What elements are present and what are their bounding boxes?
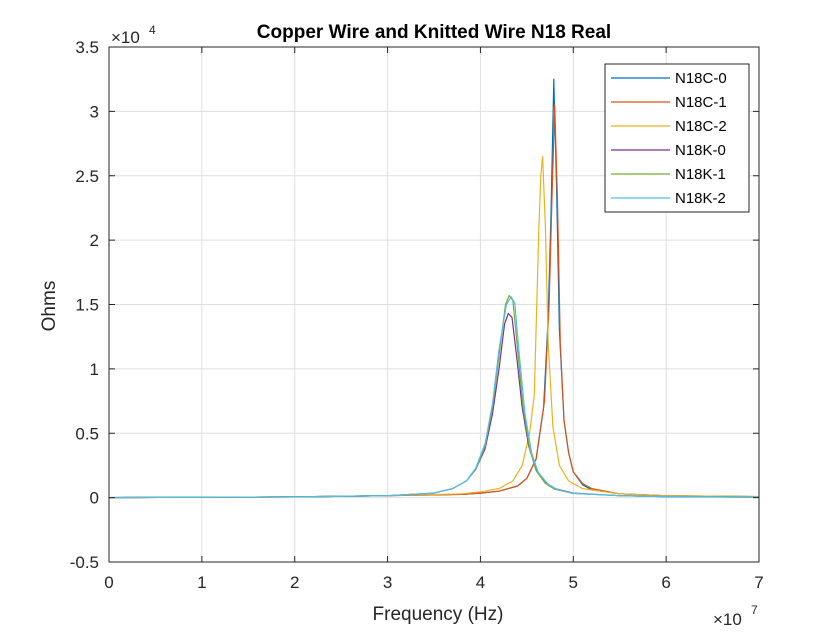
chart-title: Copper Wire and Knitted Wire N18 Real xyxy=(257,22,611,43)
legend-label: N18K-2 xyxy=(675,190,726,207)
y-tick-label: 0 xyxy=(90,489,99,508)
series-lines xyxy=(108,78,760,499)
y-tick-label: 3.5 xyxy=(75,38,99,57)
x-axis-exponent: ×10 7 xyxy=(713,603,758,629)
y-axis-label: Ohms xyxy=(39,281,60,332)
legend: N18C-0 N18C-1 N18C-2 N18K-0 N18K-1 N18K-2 xyxy=(604,63,750,213)
x-tick-label: 4 xyxy=(476,573,485,592)
x-exponent-power: 7 xyxy=(751,603,758,617)
x-tick-label: 1 xyxy=(197,573,206,592)
legend-box xyxy=(604,63,750,213)
series-line-n18c-1 xyxy=(108,104,760,499)
x-tick-label: 6 xyxy=(661,573,670,592)
series-line-n18c-2 xyxy=(108,155,760,499)
y-tick-label: 1.5 xyxy=(75,296,99,315)
legend-label: N18C-1 xyxy=(675,94,727,111)
legend-entry-n18c-2: N18C-2 xyxy=(611,118,727,135)
y-exponent-base: ×10 xyxy=(111,28,140,47)
y-tick-label: 2.5 xyxy=(75,167,99,186)
legend-entry-n18k-0: N18K-0 xyxy=(611,142,726,159)
x-tick-label: 3 xyxy=(383,573,392,592)
x-tick-label: 0 xyxy=(104,573,113,592)
legend-entry-n18k-2: N18K-2 xyxy=(611,190,726,207)
legend-label: N18K-1 xyxy=(675,166,726,183)
x-exponent-base: ×10 xyxy=(713,610,742,629)
y-tick-label: 0.5 xyxy=(75,424,99,443)
x-axis-label: Frequency (Hz) xyxy=(373,604,504,625)
y-tick-label: 3 xyxy=(90,102,99,121)
legend-entry-n18k-1: N18K-1 xyxy=(611,166,726,183)
legend-label: N18K-0 xyxy=(675,142,726,159)
x-tick-label: 5 xyxy=(569,573,578,592)
y-exponent-power: 4 xyxy=(149,23,156,37)
legend-entry-n18c-1: N18C-1 xyxy=(611,94,727,111)
legend-entry-n18c-0: N18C-0 xyxy=(611,70,727,87)
y-axis-exponent: ×10 4 xyxy=(111,23,156,47)
y-tick-label: 1 xyxy=(90,360,99,379)
legend-label: N18C-2 xyxy=(675,118,727,135)
legend-entries: N18C-0 N18C-1 N18C-2 N18K-0 N18K-1 N18K-2 xyxy=(611,70,727,207)
y-tick-label: 2 xyxy=(90,231,99,250)
x-tick-label: 2 xyxy=(290,573,299,592)
ticks: 0 1 2 3 4 5 6 7 -0.5 0 0.5 1 1.5 2 2.5 3 3.5 xyxy=(70,38,764,592)
series-line-n18k-2 xyxy=(108,296,760,499)
x-tick-label: 7 xyxy=(754,573,763,592)
legend-label: N18C-0 xyxy=(675,70,727,87)
y-tick-label: -0.5 xyxy=(70,553,99,572)
